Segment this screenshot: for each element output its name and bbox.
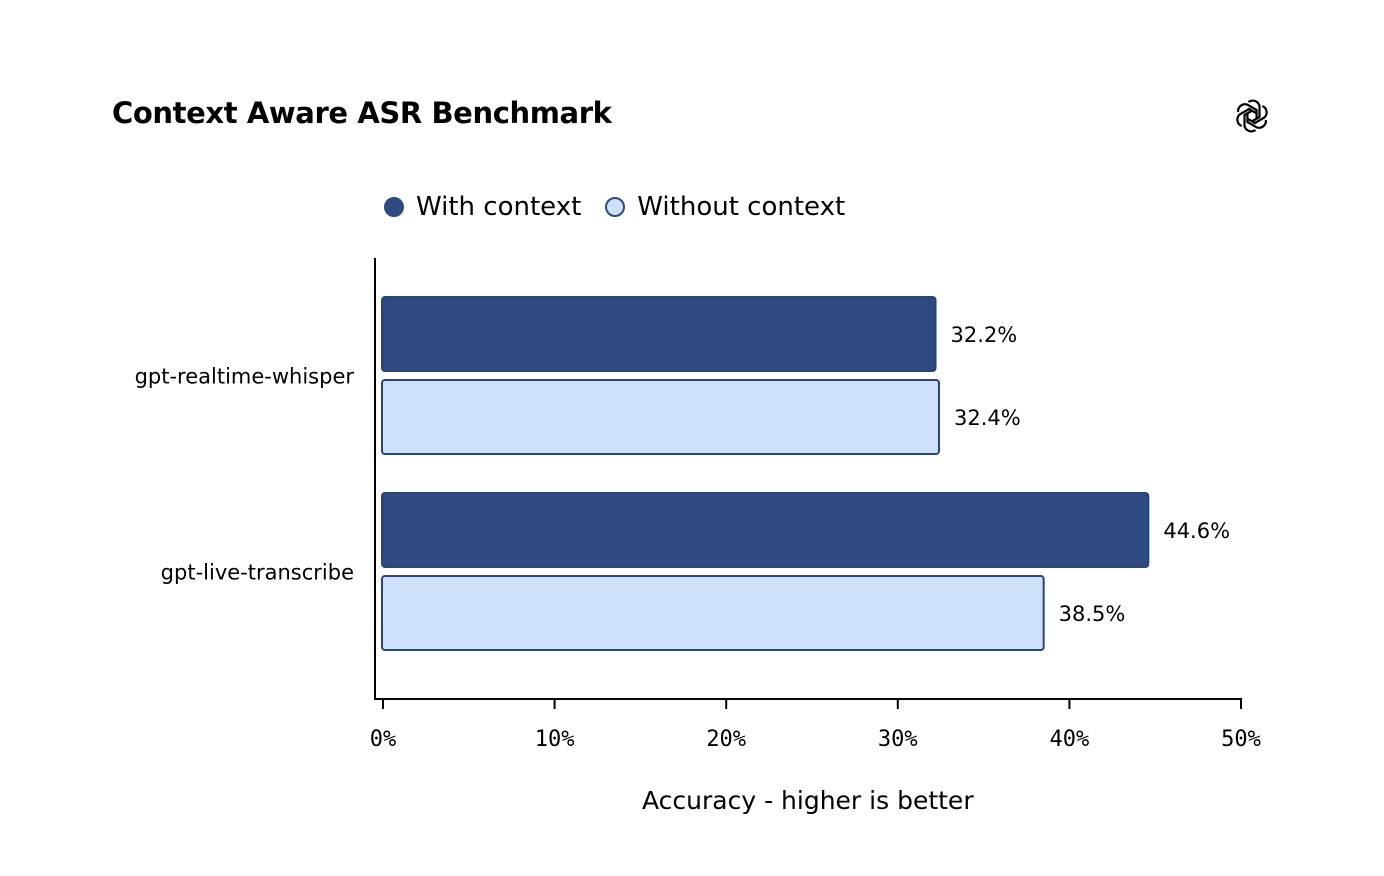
legend-label-without-context: Without context (637, 192, 846, 222)
x-axis-title: Accuracy - higher is better (642, 786, 974, 815)
bar-with-context-gpt-realtime-whisper (381, 296, 937, 372)
category-label: gpt-realtime-whisper (135, 365, 355, 389)
legend-label-with-context: With context (416, 192, 582, 222)
openai-logo-icon (1236, 99, 1268, 133)
chart-title: Context Aware ASR Benchmark (112, 96, 612, 130)
x-tick-label: 50% (1221, 727, 1261, 752)
x-tick-label: 40% (1050, 727, 1090, 752)
value-label: 44.6% (1163, 519, 1230, 543)
value-label: 32.4% (954, 406, 1021, 430)
x-tick-label: 0% (370, 727, 397, 752)
x-tick-label: 30% (878, 727, 918, 752)
value-label: 38.5% (1059, 602, 1126, 626)
legend-swatch-without-context (605, 197, 626, 217)
legend-item-with-context: With context (384, 192, 581, 222)
bar-without-context-gpt-live-transcribe (381, 575, 1045, 651)
x-tick-label: 10% (535, 727, 575, 752)
x-tick-label: 20% (706, 727, 746, 752)
legend-item-without-context: Without context (605, 192, 845, 222)
legend-swatch-with-context (384, 197, 404, 217)
category-label: gpt-live-transcribe (161, 561, 354, 585)
value-label: 32.2% (951, 323, 1018, 347)
bar-with-context-gpt-live-transcribe (381, 492, 1150, 568)
bar-without-context-gpt-realtime-whisper (381, 379, 940, 455)
chart-legend: With context Without context (384, 190, 869, 224)
